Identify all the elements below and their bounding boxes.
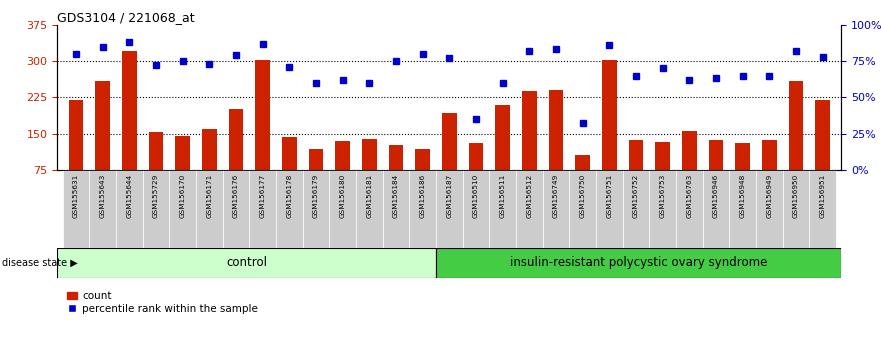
Bar xyxy=(602,60,617,170)
Bar xyxy=(569,170,596,248)
Bar xyxy=(788,81,803,170)
Bar xyxy=(228,109,243,170)
Bar xyxy=(356,170,382,248)
Text: GSM156511: GSM156511 xyxy=(500,174,506,218)
Bar xyxy=(116,170,143,248)
Text: GSM156950: GSM156950 xyxy=(793,174,799,218)
Bar xyxy=(149,132,163,170)
Bar xyxy=(169,170,196,248)
Text: GSM156763: GSM156763 xyxy=(686,174,692,218)
Bar xyxy=(282,137,297,170)
Bar xyxy=(489,170,516,248)
Bar xyxy=(782,170,810,248)
Text: GSM156186: GSM156186 xyxy=(419,174,426,218)
Bar xyxy=(389,145,403,170)
Bar xyxy=(495,104,510,170)
Text: GSM156946: GSM156946 xyxy=(713,174,719,218)
Bar xyxy=(596,170,623,248)
Bar xyxy=(708,140,723,170)
Bar xyxy=(95,81,110,170)
Text: GSM156753: GSM156753 xyxy=(660,174,666,218)
Bar xyxy=(382,170,410,248)
Bar xyxy=(575,155,590,170)
Bar xyxy=(303,170,329,248)
Text: GSM156179: GSM156179 xyxy=(313,174,319,218)
Bar xyxy=(436,170,463,248)
Text: GSM156752: GSM156752 xyxy=(633,174,639,218)
Bar xyxy=(682,131,697,170)
Bar xyxy=(810,170,836,248)
Text: GSM155643: GSM155643 xyxy=(100,174,106,218)
Bar xyxy=(249,170,276,248)
Bar xyxy=(655,142,670,170)
Text: GSM156187: GSM156187 xyxy=(447,174,452,218)
Text: GSM156181: GSM156181 xyxy=(366,174,373,218)
Bar xyxy=(543,170,569,248)
Bar xyxy=(143,170,169,248)
Legend: count, percentile rank within the sample: count, percentile rank within the sample xyxy=(63,287,263,318)
Bar xyxy=(276,170,303,248)
Text: GSM156949: GSM156949 xyxy=(766,174,773,218)
Text: GSM156750: GSM156750 xyxy=(580,174,586,218)
Bar xyxy=(463,170,489,248)
Text: GSM156512: GSM156512 xyxy=(526,174,532,218)
Bar xyxy=(410,170,436,248)
Text: GSM155644: GSM155644 xyxy=(126,174,132,218)
Text: GSM155729: GSM155729 xyxy=(153,174,159,218)
Bar xyxy=(196,170,223,248)
Text: GSM156180: GSM156180 xyxy=(340,174,345,218)
Bar xyxy=(516,170,543,248)
Text: GDS3104 / 221068_at: GDS3104 / 221068_at xyxy=(57,11,195,24)
Text: GSM156948: GSM156948 xyxy=(740,174,745,218)
Bar xyxy=(469,143,484,170)
Bar xyxy=(676,170,703,248)
Bar xyxy=(415,149,430,170)
Bar xyxy=(122,51,137,170)
Bar xyxy=(202,129,217,170)
Bar xyxy=(57,248,436,278)
Text: disease state ▶: disease state ▶ xyxy=(2,258,78,268)
Text: GSM156184: GSM156184 xyxy=(393,174,399,218)
Text: GSM156178: GSM156178 xyxy=(286,174,292,218)
Text: GSM156510: GSM156510 xyxy=(473,174,479,218)
Text: GSM156749: GSM156749 xyxy=(553,174,559,218)
Text: GSM156177: GSM156177 xyxy=(260,174,266,218)
Text: GSM156951: GSM156951 xyxy=(819,174,825,218)
Bar xyxy=(756,170,782,248)
Bar xyxy=(175,136,190,170)
Text: GSM155631: GSM155631 xyxy=(73,174,79,218)
Bar xyxy=(336,141,350,170)
Bar xyxy=(329,170,356,248)
Bar xyxy=(649,170,676,248)
Bar xyxy=(762,140,777,170)
Bar xyxy=(89,170,116,248)
Bar xyxy=(436,248,841,278)
Bar xyxy=(815,100,830,170)
Bar xyxy=(736,143,750,170)
Text: GSM156176: GSM156176 xyxy=(233,174,239,218)
Bar xyxy=(63,170,89,248)
Text: control: control xyxy=(226,256,267,269)
Bar xyxy=(549,90,563,170)
Bar xyxy=(362,139,377,170)
Bar xyxy=(522,91,537,170)
Bar xyxy=(223,170,249,248)
Bar xyxy=(255,60,270,170)
Bar xyxy=(729,170,756,248)
Text: GSM156751: GSM156751 xyxy=(606,174,612,218)
Bar xyxy=(703,170,729,248)
Bar xyxy=(308,149,323,170)
Bar xyxy=(623,170,649,248)
Text: GSM156170: GSM156170 xyxy=(180,174,186,218)
Bar xyxy=(442,113,456,170)
Text: insulin-resistant polycystic ovary syndrome: insulin-resistant polycystic ovary syndr… xyxy=(510,256,767,269)
Bar xyxy=(69,100,84,170)
Text: GSM156171: GSM156171 xyxy=(206,174,212,218)
Bar xyxy=(629,140,643,170)
